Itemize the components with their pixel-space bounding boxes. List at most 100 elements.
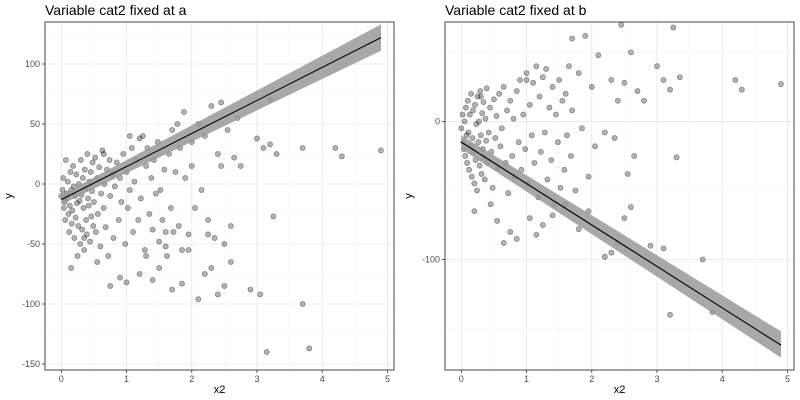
chart-title: Variable cat2 fixed at a xyxy=(45,2,187,18)
data-point xyxy=(174,121,181,127)
y-axis-title: y xyxy=(403,193,415,199)
data-point xyxy=(149,277,156,283)
data-point xyxy=(306,345,313,352)
data-point xyxy=(462,153,469,159)
data-point xyxy=(492,135,499,141)
data-point xyxy=(530,79,536,86)
data-point xyxy=(536,93,543,100)
data-point xyxy=(628,204,634,210)
data-point xyxy=(481,176,488,183)
data-point xyxy=(477,132,484,139)
data-point xyxy=(131,178,138,185)
data-point xyxy=(139,133,146,139)
data-point xyxy=(582,32,589,39)
data-point xyxy=(120,151,127,157)
data-point xyxy=(221,241,228,247)
data-point xyxy=(541,129,548,136)
data-point xyxy=(585,173,592,180)
x-tick-label: 4 xyxy=(720,374,725,384)
data-point xyxy=(299,145,306,151)
data-point xyxy=(164,253,170,259)
data-point xyxy=(169,127,176,133)
data-point xyxy=(77,157,84,163)
data-point xyxy=(464,159,471,166)
data-point xyxy=(496,90,503,97)
data-point xyxy=(94,259,101,265)
data-point xyxy=(515,139,522,146)
data-point xyxy=(68,220,75,227)
data-point xyxy=(533,231,540,238)
data-point xyxy=(539,222,546,228)
data-point xyxy=(205,231,211,238)
data-point xyxy=(162,229,169,235)
data-point xyxy=(507,97,514,104)
data-point xyxy=(509,153,516,159)
data-point xyxy=(487,201,494,208)
data-point xyxy=(218,99,225,106)
data-point xyxy=(79,175,86,181)
data-point xyxy=(67,169,74,175)
data-point xyxy=(211,235,218,241)
data-point xyxy=(237,163,244,169)
data-point xyxy=(569,107,576,114)
data-point xyxy=(74,253,81,259)
data-point xyxy=(624,171,631,177)
data-point xyxy=(631,153,638,159)
data-point xyxy=(564,132,570,139)
data-point xyxy=(181,109,187,115)
data-point xyxy=(485,129,492,136)
data-point xyxy=(161,166,168,173)
data-point xyxy=(224,127,231,133)
data-point xyxy=(566,63,572,70)
plot-area xyxy=(45,22,394,370)
data-point xyxy=(464,97,471,104)
data-point xyxy=(470,107,476,114)
data-point xyxy=(487,104,493,111)
data-point xyxy=(257,291,264,298)
data-point xyxy=(595,52,602,59)
data-point xyxy=(81,235,88,241)
data-point xyxy=(568,153,574,159)
data-point xyxy=(76,197,83,204)
data-point xyxy=(621,215,628,221)
data-point xyxy=(507,229,514,235)
x-tick-label: 0 xyxy=(59,374,64,384)
chart-panel-2: Variable cat2 fixed at b 0 1 2 3 4 5 -100 0 x2 y xyxy=(403,2,795,396)
data-point xyxy=(476,118,482,125)
data-point xyxy=(110,235,117,241)
data-point xyxy=(270,213,277,220)
data-point xyxy=(471,180,478,187)
data-point xyxy=(497,143,504,150)
data-point xyxy=(267,141,273,148)
data-point xyxy=(98,190,105,197)
data-point xyxy=(480,99,487,105)
data-point xyxy=(634,88,641,94)
data-point xyxy=(172,169,179,175)
data-point xyxy=(523,77,530,83)
y-tick-label: 0 xyxy=(435,116,440,126)
data-point xyxy=(510,115,517,122)
data-point xyxy=(531,159,538,166)
data-point xyxy=(493,113,500,119)
y-tick-label: -50 xyxy=(27,239,40,249)
chart-panel-1: Variable cat2 fixed at a 0 1 2 3 4 5 -150 -100 -5… xyxy=(3,2,395,396)
data-point xyxy=(466,111,473,118)
data-point xyxy=(338,153,345,160)
data-point xyxy=(69,207,76,214)
data-point xyxy=(156,265,163,271)
data-point xyxy=(73,171,80,178)
data-point xyxy=(601,129,608,136)
data-point xyxy=(588,84,595,90)
data-point xyxy=(491,96,497,103)
data-point xyxy=(96,164,103,171)
data-point xyxy=(75,223,82,229)
data-point xyxy=(92,154,99,161)
data-point xyxy=(71,235,78,241)
data-point xyxy=(89,159,96,166)
data-point xyxy=(738,86,745,93)
data-point xyxy=(500,240,507,246)
data-point xyxy=(228,259,234,265)
data-point xyxy=(94,211,101,217)
data-point xyxy=(169,286,176,293)
data-point xyxy=(478,171,485,177)
